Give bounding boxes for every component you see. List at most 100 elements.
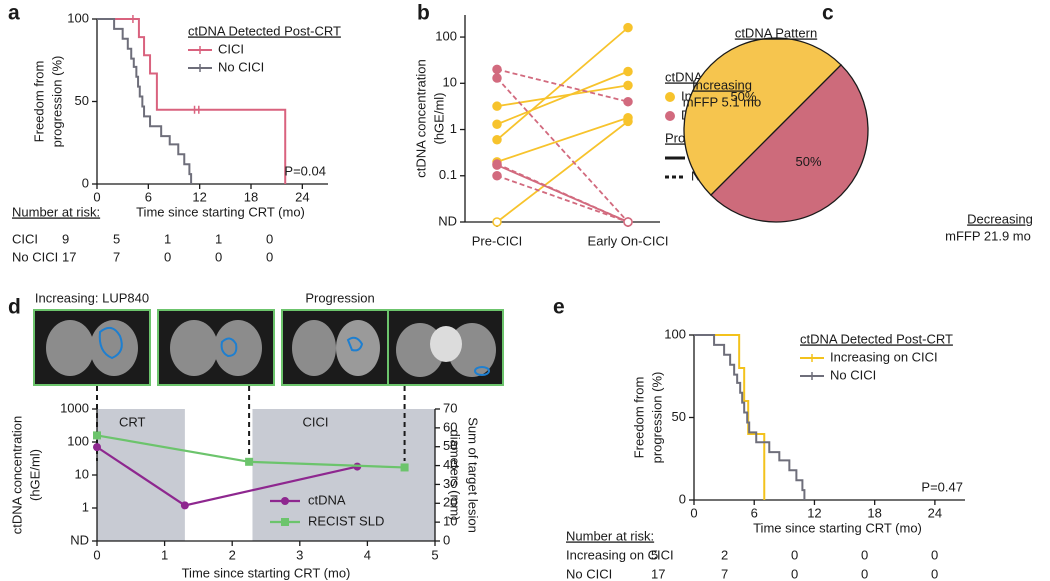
panel-letter: a: [8, 2, 20, 25]
y2-tick-label: 0: [443, 532, 450, 547]
patient-point: [492, 119, 502, 130]
km-curve: [694, 334, 806, 500]
patient-line: [496, 120, 629, 223]
patient-point: [623, 66, 633, 77]
x-axis-label: Time since starting CRT (mo): [753, 520, 922, 535]
p-value: P=0.04: [284, 163, 326, 178]
y2-tick-label: 60: [443, 419, 457, 434]
legend-swatch: [665, 92, 675, 102]
y-axis-label: ctDNA concentration: [413, 59, 428, 178]
risk-count: 7: [721, 566, 728, 581]
slice-label: 50%: [796, 154, 822, 169]
panel-letter: b: [417, 2, 430, 25]
pie-slice: [710, 64, 869, 223]
chart-title: ctDNA Pattern: [735, 25, 817, 40]
risk-row-label: Increasing on CICI: [566, 547, 674, 562]
x-tick-label: 3: [296, 547, 303, 562]
y-tick-label: 50: [75, 93, 89, 108]
risk-count: 0: [266, 249, 273, 264]
category-label: Increasing: [692, 77, 752, 92]
risk-count: 0: [215, 249, 222, 264]
lesion-contour: [346, 336, 364, 352]
y-tick-label: 50: [672, 409, 686, 424]
panel-letter: e: [553, 296, 565, 319]
y-tick-label: 100: [67, 10, 89, 25]
risk-row-label: CICI: [12, 231, 38, 246]
point: [245, 457, 254, 466]
y-axis-label: ctDNA concentration: [9, 416, 24, 535]
image-label: Increasing: LUP840: [35, 290, 149, 305]
lung: [214, 320, 262, 376]
x-tick-label: 0: [690, 505, 697, 520]
y-tick-label: 0: [82, 175, 89, 190]
x-tick-label: 24: [295, 189, 309, 204]
legend-label: No CICI: [218, 59, 264, 74]
region-label: CRT: [119, 414, 146, 429]
patient-line: [496, 70, 629, 126]
risk-count: 0: [861, 547, 868, 562]
y2-tick-label: 30: [443, 476, 457, 491]
lesion-contour: [474, 366, 490, 376]
risk-count: 0: [861, 566, 868, 581]
patient-point: [492, 171, 502, 181]
panel-letter: d: [8, 296, 21, 319]
y2-tick-label: 40: [443, 457, 457, 472]
y2-tick-label: 10: [443, 514, 457, 529]
risk-count: 9: [62, 231, 69, 246]
x-tick-label: Early On-CICI: [588, 233, 669, 248]
x-tick-label: 6: [145, 189, 152, 204]
patient-line: [496, 116, 629, 163]
y-tick-label: ND: [70, 532, 89, 547]
point: [400, 463, 409, 472]
y-tick-label: 0: [679, 491, 686, 506]
y-tick-label: 100: [435, 28, 457, 43]
y2-tick-label: 20: [443, 495, 457, 510]
risk-count: 0: [164, 249, 171, 264]
patient-point: [623, 217, 633, 227]
category-note: mFFP 21.9 mo: [945, 228, 1031, 243]
patient-point: [492, 101, 502, 111]
lung: [46, 320, 94, 376]
y-axis-label: progression (%): [649, 372, 664, 464]
lung: [336, 320, 380, 376]
y2-tick-label: 50: [443, 438, 457, 453]
lesion-contour: [98, 326, 123, 360]
risk-count: 0: [266, 231, 273, 246]
y-tick-label: 1: [450, 121, 457, 136]
legend-title: ctDNA Detected Post-CRT: [800, 331, 953, 346]
y2-tick-label: 70: [443, 400, 457, 415]
risk-count: 1: [164, 231, 171, 246]
risk-count: 0: [791, 547, 798, 562]
km-curve: [97, 18, 287, 184]
category-label: Decreasing: [967, 211, 1033, 226]
heart: [430, 326, 462, 362]
category-note: mFFP 5.1 mo: [683, 94, 762, 109]
x-tick-label: 2: [229, 547, 236, 562]
risk-table-title: Number at risk:: [12, 204, 100, 219]
lesion-contour: [220, 337, 238, 358]
risk-count: 5: [651, 547, 658, 562]
risk-row-label: No CICI: [566, 566, 612, 581]
panel-letter: c: [822, 2, 834, 25]
point: [180, 501, 189, 510]
legend-label: RECIST SLD: [308, 513, 384, 528]
y-tick-label: 100: [664, 326, 686, 341]
patient-point: [492, 217, 502, 227]
slice-label: 50%: [730, 89, 756, 104]
image-label: Progression: [305, 290, 374, 305]
x-tick-label: 6: [751, 505, 758, 520]
x-axis-label: Time since starting CRT (mo): [182, 565, 351, 580]
y-axis-label: progression (%): [49, 56, 64, 148]
risk-row-label: No CICI: [12, 249, 58, 264]
risk-count: 2: [721, 547, 728, 562]
legend-title: ctDNA Detected Post-CRT: [188, 23, 341, 38]
ct-image: [157, 309, 275, 386]
y-tick-label: 10: [75, 466, 89, 481]
y-tick-label: 0.1: [439, 167, 457, 182]
y-tick-label: ND: [438, 213, 457, 228]
risk-count: 5: [113, 231, 120, 246]
lung: [170, 320, 218, 376]
x-tick-label: 5: [431, 547, 438, 562]
risk-count: 0: [931, 566, 938, 581]
